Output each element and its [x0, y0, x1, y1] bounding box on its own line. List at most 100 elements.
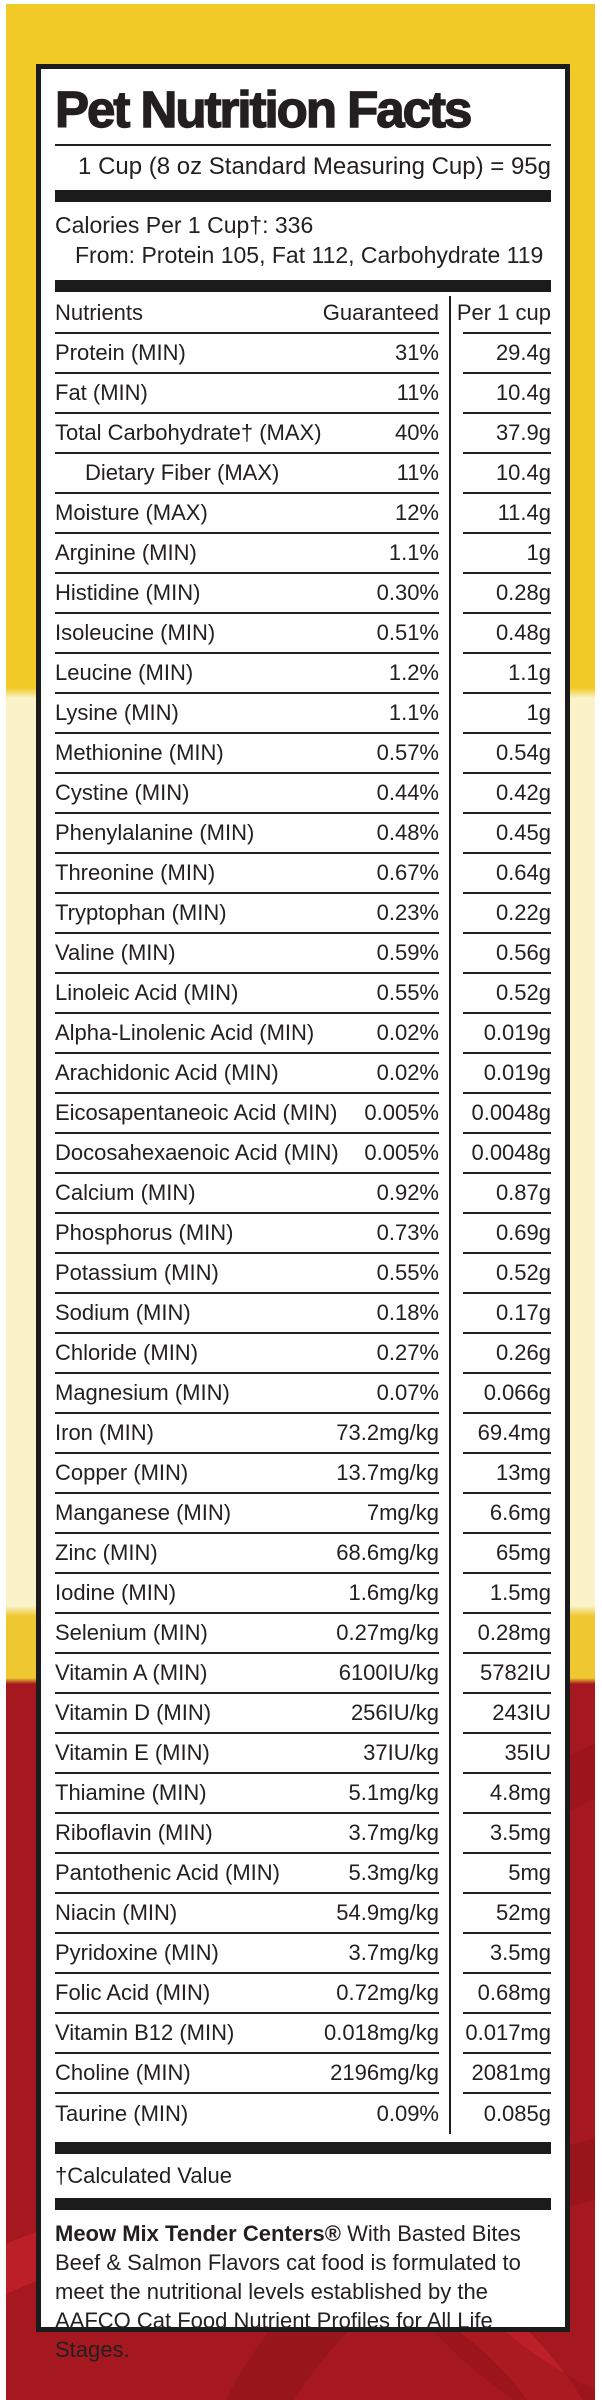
- nutrient-name: Threonine (MIN): [55, 859, 216, 885]
- table-row: Cystine (MIN) 0.44% 0.42g: [55, 774, 551, 814]
- nutrient-name: Docosahexaenoic Acid (MIN): [55, 1139, 339, 1165]
- calories-block: Calories Per 1 Cup†: 336 From: Protein 1…: [55, 202, 551, 280]
- nutrient-name: Sodium (MIN): [55, 1299, 191, 1325]
- row-left: Taurine (MIN) 0.09%: [55, 2094, 439, 2134]
- per-cup-value: 0.085g: [483, 2100, 551, 2126]
- table-row: Linoleic Acid (MIN) 0.55% 0.52g: [55, 974, 551, 1014]
- table-row: Riboflavin (MIN) 3.7mg/kg 3.5mg: [55, 1814, 551, 1854]
- table-row: Protein (MIN) 31% 29.4g: [55, 334, 551, 374]
- guaranteed-value: 0.18%: [376, 1299, 439, 1325]
- table-row: Manganese (MIN) 7mg/kg 6.6mg: [55, 1494, 551, 1534]
- row-left: Moisture (MAX) 12%: [55, 494, 439, 534]
- per-cup-value: 0.019g: [463, 1014, 551, 1054]
- guaranteed-value: 0.005%: [364, 1139, 439, 1165]
- nutrient-name: Dietary Fiber (MAX): [85, 459, 280, 485]
- row-left: Arachidonic Acid (MIN) 0.02%: [55, 1054, 439, 1094]
- row-left: Isoleucine (MIN) 0.51%: [55, 614, 439, 654]
- nutrient-name: Pyridoxine (MIN): [55, 1939, 219, 1965]
- table-row: Docosahexaenoic Acid (MIN) 0.005% 0.0048g: [55, 1134, 551, 1174]
- nutrient-name: Protein (MIN): [55, 339, 186, 365]
- title-rule: [55, 143, 551, 146]
- nutrient-name: Total Carbohydrate† (MAX): [55, 419, 322, 445]
- row-left: Folic Acid (MIN) 0.72mg/kg: [55, 1974, 439, 2014]
- nutrient-name: Vitamin E (MIN): [55, 1739, 210, 1765]
- row-left: Niacin (MIN) 54.9mg/kg: [55, 1894, 439, 1934]
- nutrient-name: Iodine (MIN): [55, 1579, 177, 1605]
- nutrient-name: Leucine (MIN): [55, 659, 194, 685]
- per-cup-value: 2081mg: [463, 2054, 551, 2094]
- guaranteed-value: 0.55%: [376, 979, 439, 1005]
- nutrient-name: Linoleic Acid (MIN): [55, 979, 239, 1005]
- guaranteed-value: 6100IU/kg: [338, 1659, 439, 1685]
- aafco-statement-text: With Basted Bites Beef & Salmon Flavors …: [55, 2220, 521, 2362]
- table-row: Folic Acid (MIN) 0.72mg/kg 0.68mg: [55, 1974, 551, 2014]
- guaranteed-value: 0.018mg/kg: [324, 2019, 439, 2045]
- guaranteed-value: 73.2mg/kg: [336, 1419, 439, 1445]
- row-left: Copper (MIN) 13.7mg/kg: [55, 1454, 439, 1494]
- header-guaranteed: Guaranteed: [322, 299, 439, 325]
- table-row: Magnesium (MIN) 0.07% 0.066g: [55, 1374, 551, 1414]
- table-row: Selenium (MIN) 0.27mg/kg 0.28mg: [55, 1614, 551, 1654]
- table-row: Zinc (MIN) 68.6mg/kg 65mg: [55, 1534, 551, 1574]
- row-left: Manganese (MIN) 7mg/kg: [55, 1494, 439, 1534]
- guaranteed-value: 13.7mg/kg: [336, 1459, 439, 1485]
- separator-bar: [55, 189, 551, 202]
- nutrient-table: Nutrients Guaranteed Per 1 cup Protein (…: [55, 294, 551, 2134]
- table-row: Histidine (MIN) 0.30% 0.28g: [55, 574, 551, 614]
- row-left: Protein (MIN) 31%: [55, 334, 439, 374]
- separator-bar: [55, 2197, 551, 2210]
- guaranteed-value: 1.2%: [388, 659, 439, 685]
- row-left: Fat (MIN) 11%: [55, 374, 439, 414]
- row-left: Chloride (MIN) 0.27%: [55, 1334, 439, 1374]
- per-cup-value: 0.56g: [463, 934, 551, 974]
- per-cup-value: 243IU: [463, 1694, 551, 1734]
- table-row: Threonine (MIN) 0.67% 0.64g: [55, 854, 551, 894]
- per-cup-value: 0.017mg: [463, 2014, 551, 2054]
- guaranteed-value: 0.02%: [376, 1019, 439, 1045]
- header-nutrients: Nutrients: [55, 299, 144, 325]
- header-left: Nutrients Guaranteed: [55, 294, 439, 334]
- nutrient-name: Arginine (MIN): [55, 539, 197, 565]
- per-cup-value: 5782IU: [463, 1654, 551, 1694]
- table-row: Tryptophan (MIN) 0.23% 0.22g: [55, 894, 551, 934]
- guaranteed-value: 0.72mg/kg: [336, 1979, 439, 2005]
- per-cup-value: 35IU: [463, 1734, 551, 1774]
- row-left: Eicosapentaneoic Acid (MIN) 0.005%: [55, 1094, 439, 1134]
- nutrient-name: Taurine (MIN): [55, 2100, 189, 2126]
- table-row: Leucine (MIN) 1.2% 1.1g: [55, 654, 551, 694]
- guaranteed-value: 12%: [394, 499, 439, 525]
- row-left: Thiamine (MIN) 5.1mg/kg: [55, 1774, 439, 1814]
- column-divider: [449, 295, 451, 2134]
- row-left: Lysine (MIN) 1.1%: [55, 694, 439, 734]
- nutrient-name: Thiamine (MIN): [55, 1779, 207, 1805]
- guaranteed-value: 5.3mg/kg: [348, 1859, 440, 1885]
- table-row: Copper (MIN) 13.7mg/kg 13mg: [55, 1454, 551, 1494]
- table-row: Phenylalanine (MIN) 0.48% 0.45g: [55, 814, 551, 854]
- per-cup-value: 0.26g: [463, 1334, 551, 1374]
- row-left: Linoleic Acid (MIN) 0.55%: [55, 974, 439, 1014]
- table-row: Total Carbohydrate† (MAX) 40% 37.9g: [55, 414, 551, 454]
- table-row: Pyridoxine (MIN) 3.7mg/kg 3.5mg: [55, 1934, 551, 1974]
- nutrient-name: Lysine (MIN): [55, 699, 179, 725]
- per-cup-value: 0.17g: [463, 1294, 551, 1334]
- guaranteed-value: 40%: [394, 419, 439, 445]
- row-left: Potassium (MIN) 0.55%: [55, 1254, 439, 1294]
- nutrient-name: Cystine (MIN): [55, 779, 190, 805]
- table-row: Calcium (MIN) 0.92% 0.87g: [55, 1174, 551, 1214]
- per-cup-value: 37.9g: [463, 414, 551, 454]
- guaranteed-value: 0.09%: [376, 2100, 439, 2126]
- nutrient-name: Isoleucine (MIN): [55, 619, 216, 645]
- guaranteed-value: 2196mg/kg: [330, 2059, 439, 2085]
- guaranteed-value: 11%: [396, 379, 439, 405]
- nutrient-name: Calcium (MIN): [55, 1179, 196, 1205]
- guaranteed-value: 11%: [396, 459, 439, 485]
- row-left: Sodium (MIN) 0.18%: [55, 1294, 439, 1334]
- guaranteed-value: 0.92%: [376, 1179, 439, 1205]
- guaranteed-value: 0.48%: [376, 819, 439, 845]
- per-cup-value: 0.69g: [463, 1214, 551, 1254]
- per-cup-value: 1g: [463, 534, 551, 574]
- nutrient-name: Phosphorus (MIN): [55, 1219, 234, 1245]
- per-cup-value: 0.52g: [463, 974, 551, 1014]
- row-left: Zinc (MIN) 68.6mg/kg: [55, 1534, 439, 1574]
- row-left: Pyridoxine (MIN) 3.7mg/kg: [55, 1934, 439, 1974]
